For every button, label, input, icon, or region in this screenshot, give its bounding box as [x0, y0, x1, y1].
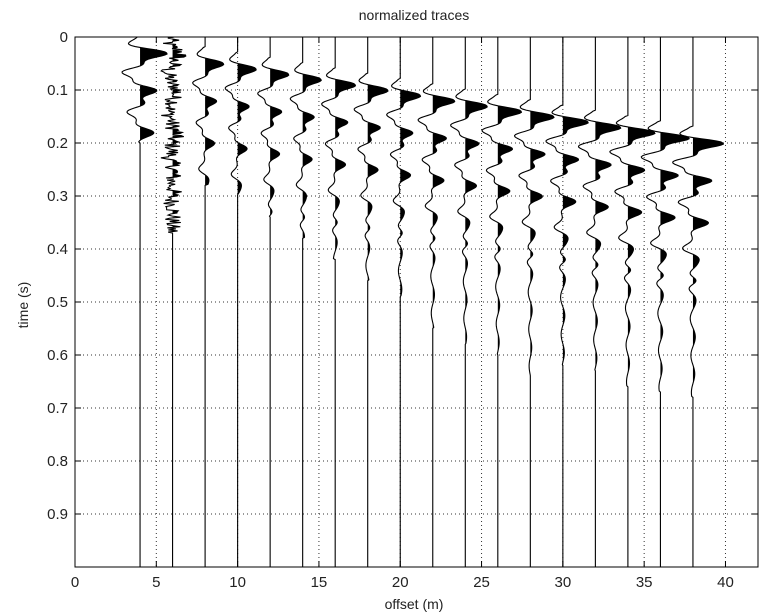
trace-28: [513, 37, 555, 567]
trace-22: [417, 37, 456, 567]
trace-14: [289, 37, 322, 567]
trace-36: [640, 37, 690, 567]
y-tick-label: 0.6: [47, 347, 68, 364]
trace-fill-12: [270, 68, 289, 217]
trace-10: [224, 37, 257, 567]
y-axis-label: time (s): [15, 282, 31, 329]
trace-8: [192, 37, 225, 567]
trace-26: [481, 37, 523, 567]
trace-32: [577, 37, 622, 567]
trace-24: [450, 37, 488, 567]
trace-fill-16: [335, 79, 356, 253]
y-tick-label: 0.2: [47, 135, 68, 152]
trace-34: [609, 37, 656, 567]
chart-title: normalized traces: [359, 7, 470, 23]
y-tick-label: 0.5: [47, 294, 68, 311]
trace-16: [321, 37, 357, 567]
y-tick-label: 0: [60, 29, 68, 46]
x-tick-label: 35: [636, 574, 653, 591]
x-tick-label: 10: [229, 574, 246, 591]
trace-fill-8: [205, 58, 224, 186]
x-tick-label: 25: [473, 574, 490, 591]
x-tick-label: 20: [392, 574, 409, 591]
y-tick-label: 0.1: [47, 82, 68, 99]
x-tick-label: 0: [71, 574, 79, 591]
trace-fill-14: [302, 74, 322, 239]
trace-20: [386, 37, 422, 567]
x-tick-label: 5: [152, 574, 160, 591]
x-tick-label: 40: [717, 574, 734, 591]
trace-12: [257, 37, 290, 567]
trace-18: [353, 37, 389, 567]
y-tick-label: 0.8: [47, 453, 68, 470]
trace-6: [160, 36, 187, 567]
trace-4: [121, 36, 168, 567]
y-tick-label: 0.9: [47, 506, 68, 523]
x-axis-label: offset (m): [385, 596, 444, 612]
traces: [121, 36, 725, 567]
trace-30: [545, 37, 589, 567]
x-tick-label: 30: [555, 574, 572, 591]
axes: 0 5 10 15 20 25 30 35 40 0 0.1 0.2 0.3 0.4 0.5 0.6 0.7 0.…: [47, 29, 759, 591]
x-tick-label: 15: [311, 574, 328, 591]
y-tick-label: 0.4: [47, 241, 68, 258]
y-tick-label: 0.3: [47, 188, 68, 205]
trace-38: [672, 37, 725, 567]
trace-fill-4: [140, 47, 168, 141]
y-tick-label: 0.7: [47, 400, 68, 417]
